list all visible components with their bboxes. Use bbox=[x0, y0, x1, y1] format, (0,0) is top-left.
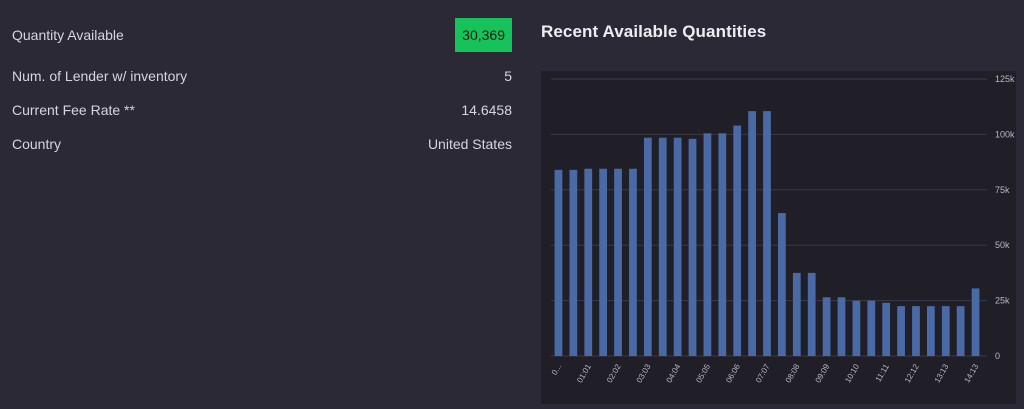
stat-value: 5 bbox=[504, 68, 512, 84]
bar[interactable] bbox=[673, 137, 682, 356]
bar[interactable] bbox=[792, 272, 801, 356]
bar[interactable] bbox=[748, 111, 756, 356]
bar[interactable] bbox=[763, 111, 771, 356]
bar[interactable] bbox=[867, 300, 876, 356]
y-tick-label: 50k bbox=[995, 240, 1010, 250]
x-tick-label: 11:11 bbox=[874, 362, 891, 383]
x-tick-label: 0... bbox=[550, 363, 563, 377]
stat-label: Num. of Lender w/ inventory bbox=[12, 68, 188, 84]
x-tick-label: 08:08 bbox=[784, 362, 802, 384]
chart-title: Recent Available Quantities bbox=[541, 22, 767, 41]
stat-label: Current Fee Rate ** bbox=[12, 102, 135, 118]
x-tick-label: 10:10 bbox=[843, 362, 861, 384]
bar[interactable] bbox=[926, 306, 935, 356]
x-tick-label: 09:09 bbox=[814, 362, 832, 384]
x-tick-label: 03:03 bbox=[635, 362, 653, 384]
bar[interactable] bbox=[807, 272, 816, 356]
bar[interactable] bbox=[837, 297, 846, 356]
bar[interactable] bbox=[569, 169, 578, 356]
y-tick-label: 25k bbox=[995, 296, 1010, 306]
bar[interactable] bbox=[941, 306, 950, 356]
x-tick-label: 12:12 bbox=[903, 362, 921, 384]
bar[interactable] bbox=[629, 168, 637, 356]
bar[interactable] bbox=[912, 306, 920, 356]
bar[interactable] bbox=[688, 138, 697, 356]
y-tick-label: 125k bbox=[995, 74, 1015, 84]
bar[interactable] bbox=[718, 133, 727, 356]
x-tick-label: 01:01 bbox=[575, 362, 593, 384]
bar[interactable] bbox=[658, 137, 667, 356]
x-tick-label: 06:06 bbox=[724, 362, 742, 384]
chart-svg: 0 25k 50k 75k 100k 125k 0... 01:01 02:02 03:03 04:… bbox=[550, 74, 1015, 384]
bar[interactable] bbox=[703, 133, 712, 356]
bar[interactable] bbox=[971, 288, 980, 356]
stat-num-lenders: Num. of Lender w/ inventory 5 bbox=[12, 59, 512, 93]
bar-chart: 0 25k 50k 75k 100k 125k 0... 01:01 02:02 03:03 04:… bbox=[541, 71, 1016, 404]
stats-panel: Quantity Available 30,369 Num. of Lender… bbox=[12, 18, 512, 161]
bar[interactable] bbox=[599, 168, 608, 356]
bar[interactable] bbox=[614, 168, 622, 356]
bar[interactable] bbox=[584, 168, 593, 356]
bar[interactable] bbox=[822, 297, 831, 356]
x-tick-label: 07:07 bbox=[754, 362, 772, 384]
stat-current-fee-rate: Current Fee Rate ** 14.6458 bbox=[12, 93, 512, 127]
bar[interactable] bbox=[882, 302, 891, 356]
x-tick-label: 13:13 bbox=[933, 362, 951, 384]
bar[interactable] bbox=[778, 213, 786, 356]
stat-value: United States bbox=[427, 136, 512, 152]
bar[interactable] bbox=[897, 306, 905, 356]
bar[interactable] bbox=[852, 300, 861, 356]
stat-label: Quantity Available bbox=[12, 27, 124, 43]
y-tick-label: 0 bbox=[995, 351, 1000, 361]
stat-label: Country bbox=[12, 136, 62, 152]
stat-quantity-available: Quantity Available 30,369 bbox=[12, 18, 512, 59]
quantity-available-badge: 30,369 bbox=[455, 18, 512, 52]
bar[interactable] bbox=[733, 125, 742, 356]
x-tick-label: 02:02 bbox=[605, 362, 623, 384]
y-tick-label: 100k bbox=[995, 129, 1015, 139]
stat-value: 14.6458 bbox=[461, 102, 512, 118]
bar[interactable] bbox=[643, 137, 652, 356]
bar[interactable] bbox=[956, 306, 965, 356]
y-tick-label: 75k bbox=[995, 185, 1010, 195]
x-tick-label: 05:05 bbox=[694, 362, 712, 384]
x-tick-label: 04:04 bbox=[665, 362, 683, 384]
stat-country: Country United States bbox=[12, 127, 512, 161]
bar[interactable] bbox=[554, 169, 563, 356]
x-tick-label: 14:13 bbox=[962, 362, 980, 384]
